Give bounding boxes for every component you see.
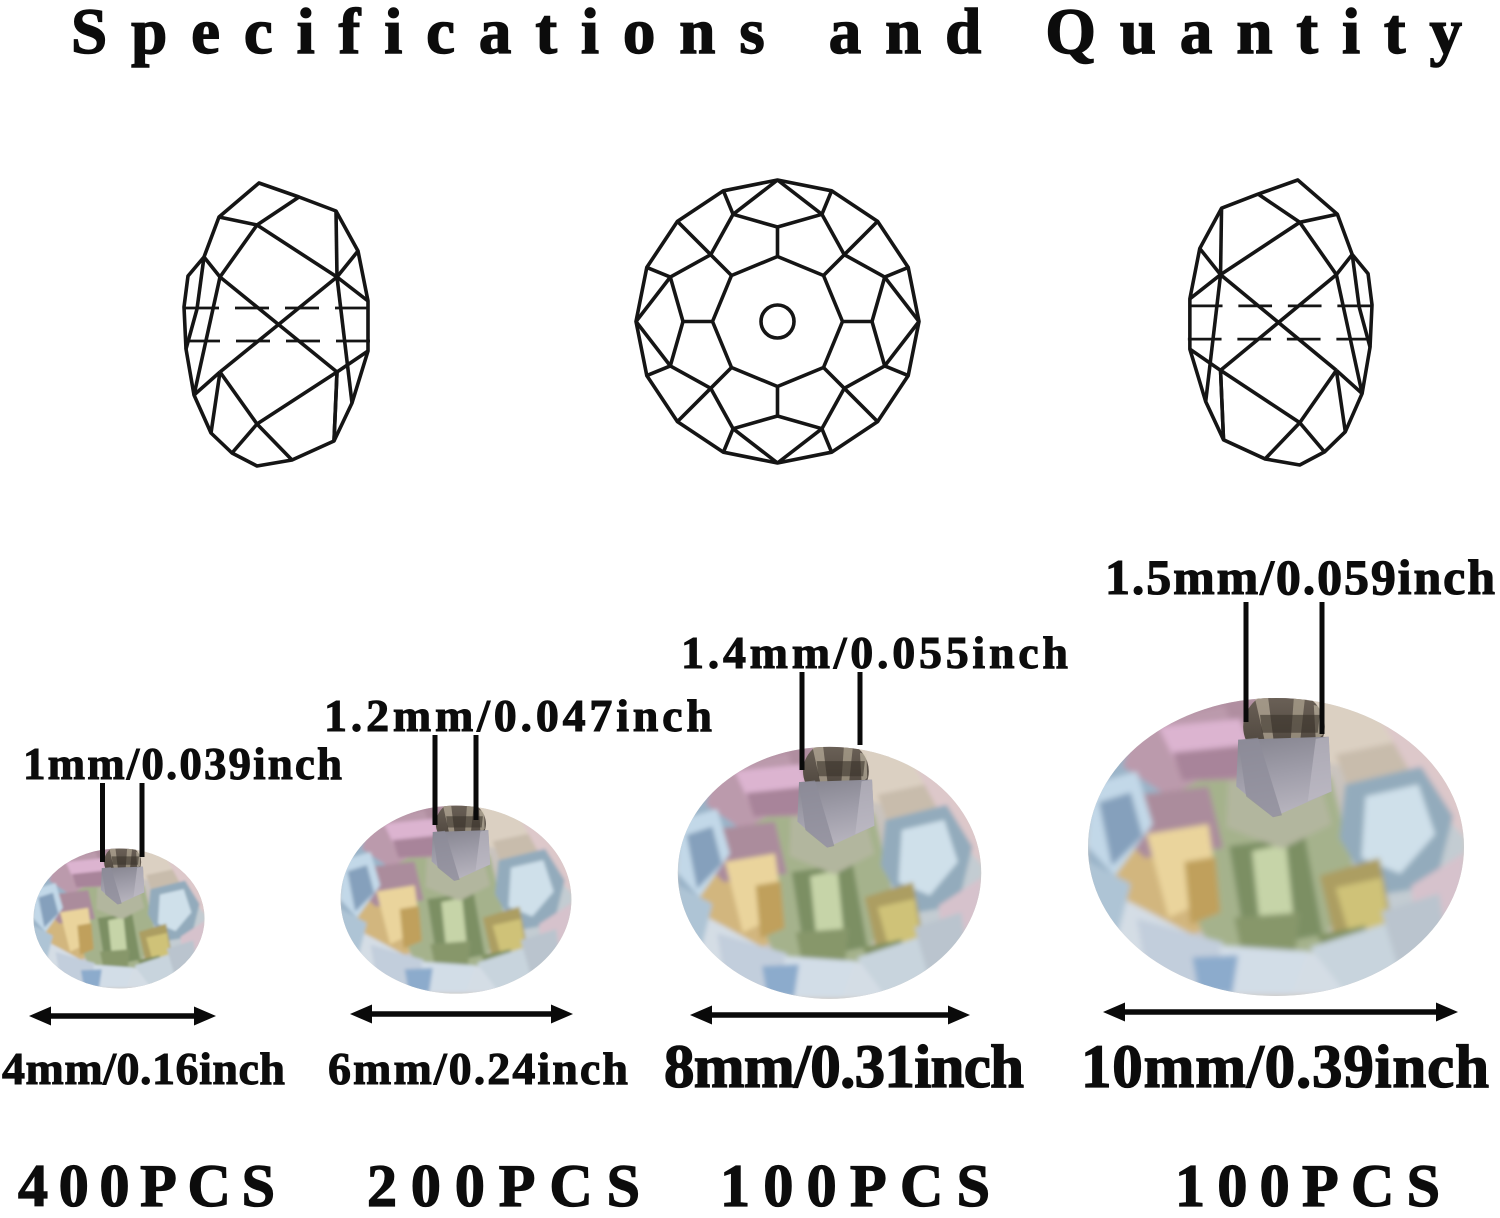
svg-text:1mm/0.039inch: 1mm/0.039inch xyxy=(23,739,342,789)
svg-text:8mm/0.31inch: 8mm/0.31inch xyxy=(664,1034,1024,1101)
svg-text:4mm/0.16inch: 4mm/0.16inch xyxy=(2,1043,285,1094)
svg-text:1.5mm/0.059inch: 1.5mm/0.059inch xyxy=(1105,549,1495,605)
svg-text:10mm/0.39inch: 10mm/0.39inch xyxy=(1081,1034,1489,1101)
svg-text:6mm/0.24inch: 6mm/0.24inch xyxy=(328,1043,628,1094)
